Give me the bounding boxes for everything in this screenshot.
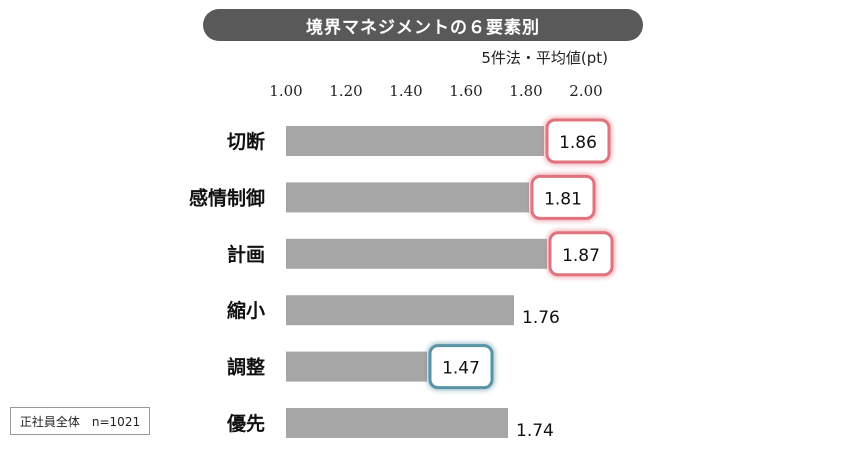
value-labels: 1.86 1.81 1.87 1.76 1.47 1.74	[427, 117, 615, 441]
category-label: 優先	[226, 412, 265, 435]
value-highlight-box	[428, 344, 494, 390]
bar	[286, 126, 544, 156]
chart-subtitle: 5件法・平均値(pt)	[481, 49, 608, 67]
bar	[286, 351, 427, 382]
data-label: 1.74	[516, 421, 554, 441]
value-highlight-box	[548, 231, 614, 277]
x-axis-ticks: 1.00 1.20 1.40 1.60 1.80 2.00	[269, 82, 602, 100]
category-label: 感情制御	[189, 186, 265, 209]
category-label: 切断	[227, 130, 265, 153]
x-tick-label: 2.00	[569, 82, 602, 100]
bar	[286, 408, 508, 438]
bars	[286, 126, 547, 438]
value-highlight-box	[545, 118, 611, 164]
x-tick-label: 1.60	[449, 82, 482, 100]
data-label: 1.87	[562, 246, 600, 266]
bar	[286, 238, 547, 269]
data-label: 1.76	[522, 308, 560, 328]
data-label: 1.86	[559, 133, 597, 153]
data-label: 1.47	[442, 359, 480, 379]
bar	[286, 182, 529, 213]
x-tick-label: 1.80	[509, 82, 542, 100]
value-highlight-box	[530, 174, 596, 220]
category-label: 調整	[227, 356, 265, 379]
bar	[286, 295, 514, 326]
category-label: 計画	[227, 243, 265, 266]
x-tick-label: 1.00	[269, 82, 302, 100]
data-label: 1.81	[544, 189, 582, 209]
category-label: 縮小	[227, 299, 265, 322]
x-tick-label: 1.20	[329, 82, 362, 100]
chart-title: 境界マネジメントの６要素別	[203, 9, 643, 41]
sample-note: 正社員全体 n=1021	[10, 407, 150, 435]
x-tick-label: 1.40	[389, 82, 422, 100]
